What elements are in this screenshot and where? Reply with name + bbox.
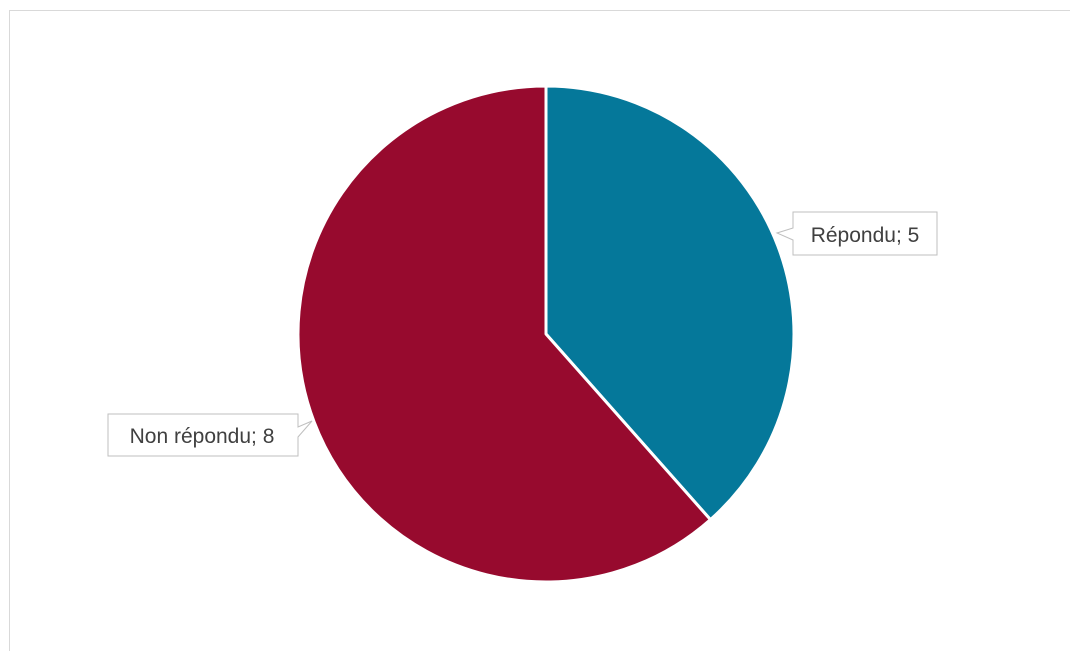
callout-repondu: Répondu; 5 [777, 212, 937, 255]
callout-non-repondu-label: Non répondu; 8 [130, 425, 275, 448]
callout-non-repondu: Non répondu; 8 [108, 414, 312, 456]
pie-slices [298, 86, 794, 582]
callout-repondu-label: Répondu; 5 [811, 224, 920, 247]
